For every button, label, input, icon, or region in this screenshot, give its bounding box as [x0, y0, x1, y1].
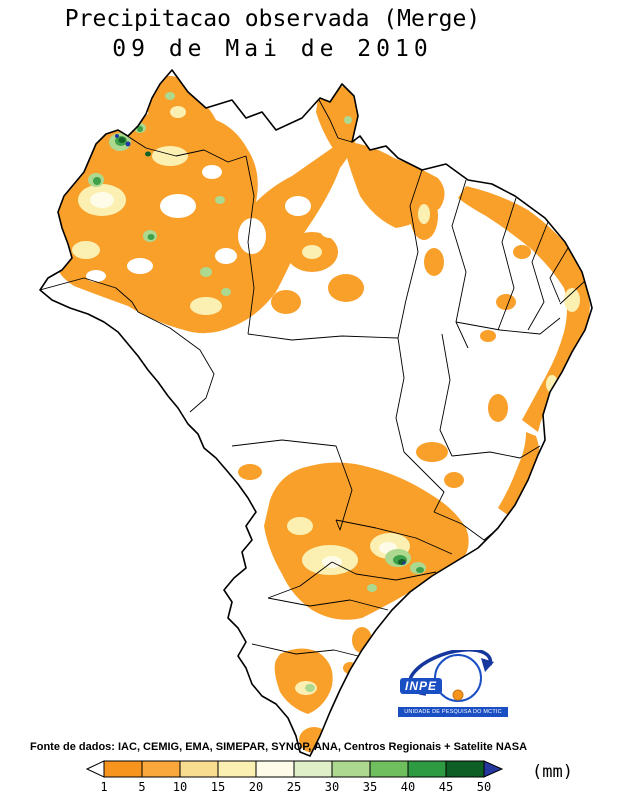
legend-tick-label: 45: [439, 780, 453, 794]
legend-tick-label: 10: [173, 780, 187, 794]
legend-segment: [407, 760, 447, 778]
legend-tick-label: 20: [249, 780, 263, 794]
legend-right-arrow: [483, 760, 504, 778]
precip-dry-gaps: [86, 165, 340, 282]
data-source-line: Fonte de dados: IAC, CEMIG, EMA, SIMEPAR…: [30, 741, 528, 753]
precip-green-blobs: [93, 126, 424, 573]
legend-segment: [445, 760, 485, 778]
map-title-line1: Precipitacao observada (Merge): [64, 6, 481, 32]
precipitation-layer: [51, 75, 590, 753]
legend-unit-label: (mm): [532, 762, 573, 782]
state-borders: [40, 97, 587, 657]
inpe-wordmark: INPE: [400, 678, 443, 694]
legend-tick-label: 1: [100, 780, 107, 794]
legend-tick-label: 25: [287, 780, 301, 794]
precipitation-legend: 1 5 10 15 20 25 30 35 40 45 50: [86, 760, 504, 794]
precip-light-rain-blobs: [51, 75, 590, 753]
legend-segment: [255, 760, 295, 778]
brazil-precipitation-map: [39, 69, 593, 757]
legend-left-arrow: [86, 760, 105, 778]
legend-segment: [369, 760, 409, 778]
legend-tick-label: 40: [401, 780, 415, 794]
legend-segment: [217, 760, 257, 778]
legend-tick-label: 35: [363, 780, 377, 794]
legend-segment: [331, 760, 371, 778]
legend-tick-label: 5: [138, 780, 145, 794]
legend-scale: 1 5 10 15 20 25 30 35 40 45 50: [100, 760, 491, 794]
inpe-logo: INPE UNIDADE DE PESQUISA DO MCTIC: [398, 650, 508, 717]
legend-segment: [141, 760, 181, 778]
legend-tick-label: 30: [325, 780, 339, 794]
legend-segment: [293, 760, 333, 778]
legend-tick-label: 50: [477, 780, 491, 794]
legend-segment: [103, 760, 143, 778]
legend-segment: [179, 760, 219, 778]
inpe-caption: UNIDADE DE PESQUISA DO MCTIC: [398, 707, 508, 717]
map-title-line2: 09 de Mai de 2010: [112, 36, 433, 62]
precip-heavy-rain-specks: [115, 134, 406, 565]
country-outline: [39, 69, 593, 757]
legend-tick-label: 15: [211, 780, 225, 794]
